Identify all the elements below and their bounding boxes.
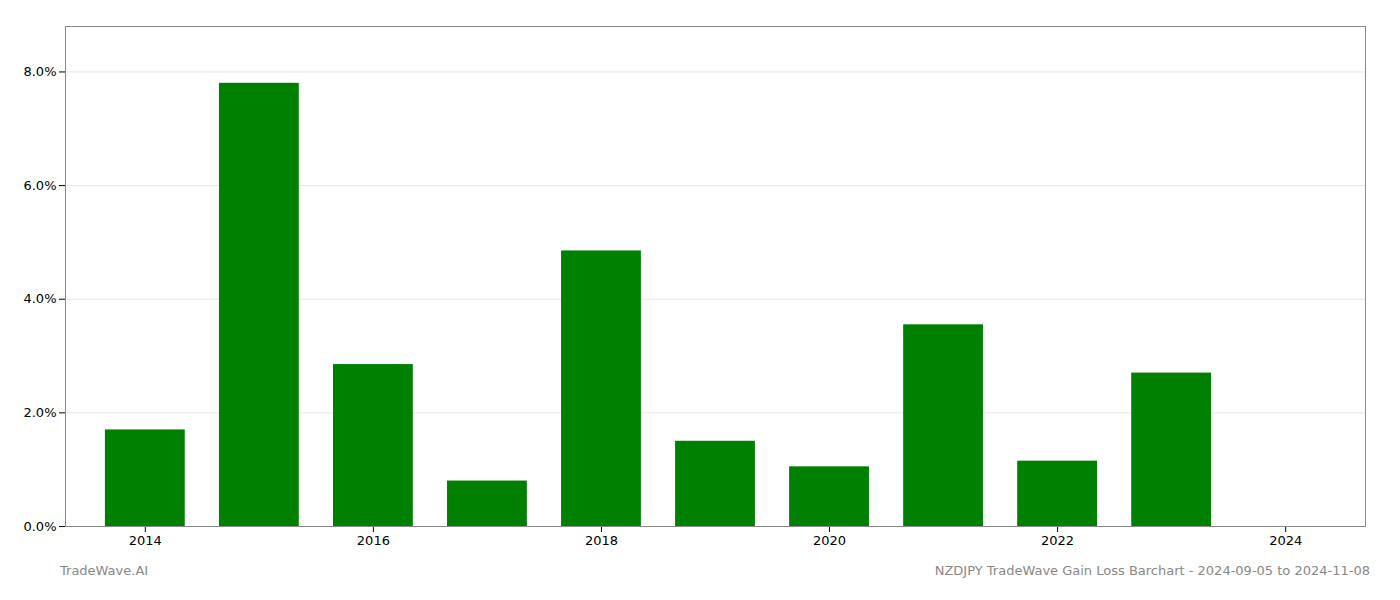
svg-text:2022: 2022 [1041,533,1074,548]
html-text:TradeWave.AI: TradeWave.AI [60,563,149,578]
svg-text:2.0%: 2.0% [23,405,56,420]
svg-text:8.0%: 8.0% [23,64,56,79]
svg-text:4.0%: 4.0% [23,291,56,306]
svg-text:2014: 2014 [129,533,162,548]
svg-text:2024: 2024 [1269,533,1302,548]
svg-text:2020: 2020 [813,533,846,548]
html-text:NZDJPY TradeWave Gain Loss Bar: NZDJPY TradeWave Gain Loss Barchart - 20… [934,563,1370,578]
svg-text:2018: 2018 [585,533,618,548]
svg-text:0.0%: 0.0% [23,519,56,534]
svg-text:6.0%: 6.0% [23,178,56,193]
svg-text:2016: 2016 [357,533,390,548]
